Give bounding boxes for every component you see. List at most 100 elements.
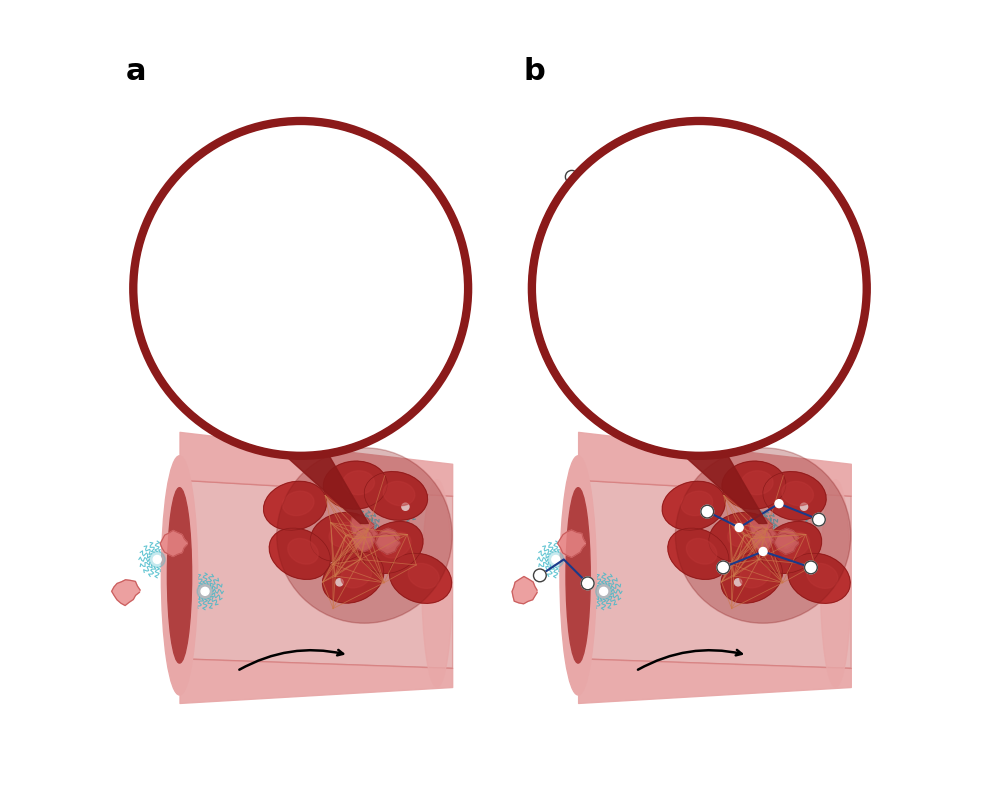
Ellipse shape [422,480,452,687]
Circle shape [533,569,546,582]
Circle shape [753,523,768,538]
Text: a: a [125,57,146,86]
Circle shape [695,180,720,206]
Circle shape [336,578,343,586]
Circle shape [678,346,689,358]
Ellipse shape [362,522,423,574]
Polygon shape [212,275,267,334]
Circle shape [366,250,379,263]
Circle shape [197,583,213,599]
Circle shape [738,175,773,210]
Polygon shape [377,528,399,549]
Circle shape [813,514,825,526]
Polygon shape [741,294,787,345]
Circle shape [360,244,385,270]
Circle shape [398,499,413,514]
Circle shape [757,527,764,534]
Circle shape [299,183,334,218]
Polygon shape [375,534,400,554]
Circle shape [607,315,632,341]
Circle shape [701,186,714,199]
Circle shape [804,282,818,295]
Polygon shape [558,530,585,558]
Polygon shape [667,338,720,385]
Circle shape [701,506,714,518]
Polygon shape [512,577,537,604]
Ellipse shape [329,522,360,547]
Polygon shape [326,282,388,342]
Circle shape [402,503,409,510]
Ellipse shape [686,538,717,564]
Circle shape [805,561,817,574]
Ellipse shape [779,532,810,558]
Circle shape [731,575,745,590]
Polygon shape [354,525,377,544]
Polygon shape [751,528,773,551]
Circle shape [718,331,744,357]
Polygon shape [675,448,767,523]
Circle shape [590,195,601,206]
Circle shape [565,170,578,183]
Circle shape [581,250,594,263]
Circle shape [773,202,785,215]
Circle shape [790,236,816,262]
Ellipse shape [782,482,813,506]
Polygon shape [267,338,328,397]
Ellipse shape [788,554,850,603]
Circle shape [813,202,825,215]
Ellipse shape [681,491,713,516]
Circle shape [645,362,658,374]
Polygon shape [702,226,747,274]
Circle shape [775,500,783,508]
Ellipse shape [741,470,773,494]
Circle shape [583,371,608,397]
Polygon shape [752,525,776,544]
Circle shape [596,178,611,192]
Circle shape [308,192,325,210]
Circle shape [332,575,347,590]
Circle shape [614,179,625,190]
Circle shape [596,583,612,599]
Ellipse shape [807,563,838,588]
Ellipse shape [763,472,826,520]
Circle shape [760,523,767,530]
Circle shape [548,551,564,567]
Circle shape [613,322,626,334]
Ellipse shape [323,552,384,603]
Polygon shape [351,516,374,537]
Ellipse shape [728,522,759,547]
Polygon shape [317,376,412,438]
Polygon shape [715,376,811,438]
Circle shape [355,523,369,538]
Ellipse shape [668,528,729,579]
Circle shape [725,338,738,350]
Circle shape [735,578,742,586]
Circle shape [581,577,594,590]
Circle shape [735,523,743,531]
Circle shape [153,555,161,563]
Circle shape [746,184,764,202]
Circle shape [757,282,769,294]
Ellipse shape [383,482,415,506]
Circle shape [797,499,811,514]
Circle shape [800,503,808,510]
Ellipse shape [310,513,373,562]
Ellipse shape [288,538,318,564]
Ellipse shape [264,482,327,530]
Polygon shape [352,528,374,551]
Circle shape [361,523,368,530]
Polygon shape [291,247,352,297]
Circle shape [552,555,560,563]
Ellipse shape [364,472,427,520]
Ellipse shape [740,562,770,588]
Circle shape [358,527,365,534]
Circle shape [646,290,657,302]
Circle shape [759,547,767,555]
Circle shape [661,226,674,239]
Ellipse shape [323,461,387,509]
Circle shape [600,587,608,595]
Polygon shape [774,534,798,554]
Circle shape [575,244,600,270]
Circle shape [772,162,786,176]
Circle shape [740,401,754,415]
